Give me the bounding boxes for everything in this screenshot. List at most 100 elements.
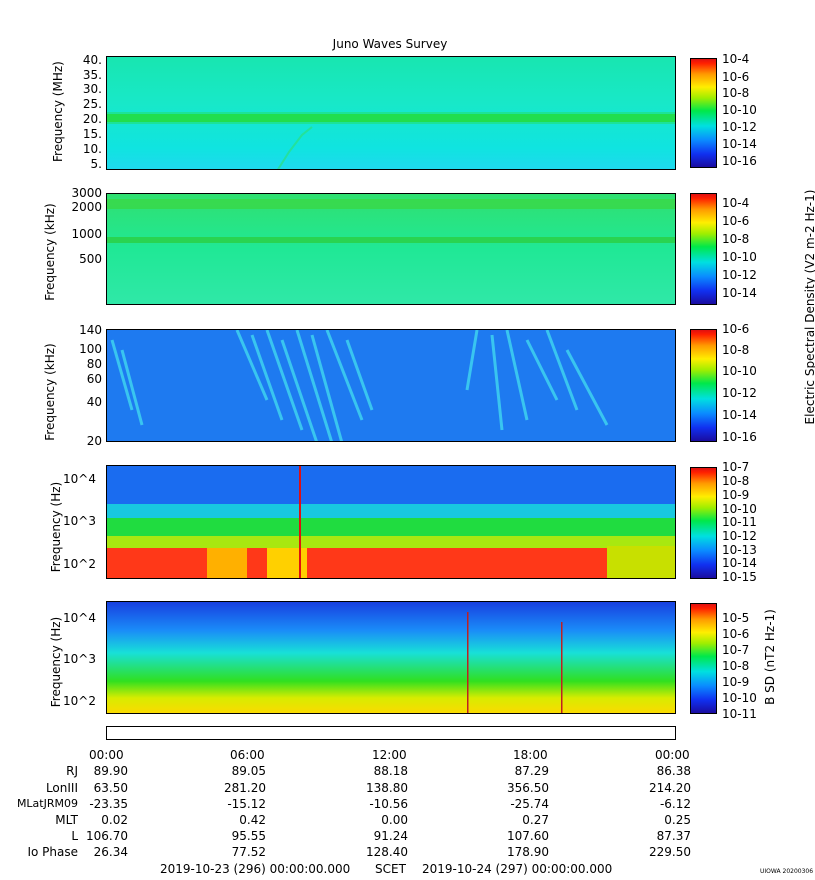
ytick: 10. (82, 142, 102, 156)
cbar-tick: 10-10 (722, 502, 757, 516)
spectrogram-panel-3 (106, 329, 676, 442)
eph-value: 87.37 (656, 829, 691, 843)
eph-value: 0.02 (101, 813, 128, 827)
spectrogram-panel-5 (106, 601, 676, 714)
cbar-tick: 10-7 (722, 460, 750, 474)
cbar-tick: 10-14 (722, 408, 757, 422)
eph-value: 229.50 (649, 845, 691, 859)
colorbar-5 (690, 603, 717, 714)
ytick: 3000 (71, 186, 102, 200)
eph-value: 95.55 (231, 829, 266, 843)
eph-value: 281.20 (224, 781, 266, 795)
spectrogram-khz-low (107, 330, 675, 441)
spectrogram-hz-electric (107, 466, 675, 578)
ytick: 10^4 (63, 611, 96, 625)
ytick: 25. (82, 97, 102, 111)
cbar-tick: 10-4 (722, 52, 750, 66)
ylabel-panel-2: Frequency (kHz) (43, 203, 57, 301)
time-tick: 18:00 (513, 748, 548, 762)
cbar-tick: 10-6 (722, 322, 750, 336)
ytick: 140 (79, 323, 102, 337)
cbar-tick: 10-12 (722, 386, 757, 400)
eph-value: 77.52 (231, 845, 266, 859)
ytick: 10^3 (63, 652, 96, 666)
eph-label: Io Phase (27, 845, 78, 859)
ytick: 40. (82, 53, 102, 67)
cbar-tick: 10-10 (722, 250, 757, 264)
ytick: 15. (82, 127, 102, 141)
cbar-tick: 10-15 (722, 570, 757, 584)
chart-title: Juno Waves Survey (332, 37, 448, 51)
ylabel-panel-3: Frequency (kHz) (43, 343, 57, 441)
ytick: 10^3 (63, 514, 96, 528)
cbar-tick: 10-14 (722, 556, 757, 570)
eph-label: L (71, 829, 78, 843)
cbar-tick: 10-10 (722, 364, 757, 378)
colorbar-label-magnetic: B SD (nT2 Hz-1) (763, 609, 777, 705)
cbar-tick: 10-12 (722, 529, 757, 543)
eph-value: 63.50 (93, 781, 128, 795)
eph-value: 26.34 (93, 845, 128, 859)
eph-value: 138.80 (366, 781, 408, 795)
eph-value: -6.12 (659, 797, 691, 811)
cbar-tick: 10-10 (722, 691, 757, 705)
cbar-tick: 10-11 (722, 707, 757, 721)
ytick: 10^4 (63, 472, 96, 486)
spectrogram-mhz (107, 57, 675, 169)
ytick: 2000 (71, 200, 102, 214)
spectrogram-khz-high (107, 194, 675, 304)
eph-label: RJ (66, 764, 78, 778)
eph-value: 91.24 (373, 829, 408, 843)
eph-value: 356.50 (507, 781, 549, 795)
cbar-tick: 10-16 (722, 430, 757, 444)
ytick: 100 (79, 342, 102, 356)
colorbar-label-electric: Electric Spectral Density (V2 m-2 Hz-1) (803, 189, 815, 425)
ytick: 60 (86, 372, 102, 386)
eph-label: MLatJRM09 (16, 797, 78, 810)
eph-value: 0.42 (239, 813, 266, 827)
cbar-tick: 10-6 (722, 70, 750, 84)
cbar-tick: 10-8 (722, 232, 750, 246)
ytick: 80 (86, 357, 102, 371)
ytick: 30. (82, 82, 102, 96)
cbar-tick: 10-7 (722, 643, 750, 657)
cbar-tick: 10-5 (722, 611, 750, 625)
ytick: 20 (86, 434, 102, 448)
eph-value: -23.35 (89, 797, 128, 811)
cbar-tick: 10-11 (722, 515, 757, 529)
spectrogram-panel-1 (106, 56, 676, 170)
ytick: 40 (86, 395, 102, 409)
spectrogram-hz-magnetic (107, 602, 675, 713)
footer-start-time: 2019-10-23 (296) 00:00:00.000 (160, 862, 351, 876)
eph-value: 0.00 (381, 813, 408, 827)
cbar-tick: 10-14 (722, 137, 757, 151)
eph-value: 88.18 (373, 764, 408, 778)
spectrogram-panel-4 (106, 465, 676, 579)
cbar-tick: 10-8 (722, 343, 750, 357)
cbar-tick: 10-6 (722, 214, 750, 228)
eph-value: 214.20 (649, 781, 691, 795)
eph-value: 178.90 (507, 845, 549, 859)
cbar-tick: 10-8 (722, 659, 750, 673)
cbar-tick: 10-9 (722, 488, 750, 502)
eph-value: 106.70 (86, 829, 128, 843)
time-tick: 00:00 (89, 748, 124, 762)
eph-value: 89.90 (93, 764, 128, 778)
ytick: 35. (82, 68, 102, 82)
footer-scet: SCET (375, 862, 406, 876)
eph-value: -10.56 (369, 797, 408, 811)
eph-value: 87.29 (514, 764, 549, 778)
cbar-tick: 10-6 (722, 627, 750, 641)
cbar-tick: 10-4 (722, 196, 750, 210)
eph-value: 0.25 (664, 813, 691, 827)
cbar-tick: 10-8 (722, 86, 750, 100)
eph-value: -15.12 (227, 797, 266, 811)
cbar-tick: 10-16 (722, 154, 757, 168)
eph-label: LonIII (45, 781, 78, 795)
footer-end-time: 2019-10-24 (297) 00:00:00.000 (422, 862, 613, 876)
cbar-tick: 10-14 (722, 286, 757, 300)
eph-value: 107.60 (507, 829, 549, 843)
time-tick: 06:00 (230, 748, 265, 762)
time-axis-strip (106, 726, 676, 740)
time-tick: 12:00 (372, 748, 407, 762)
